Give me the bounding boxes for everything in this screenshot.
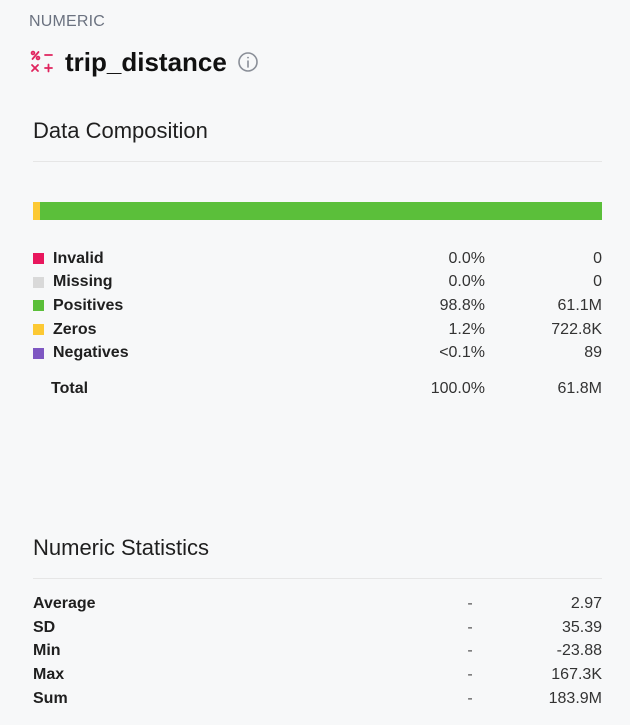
composition-bar [33, 202, 602, 220]
stat-label: Sum [33, 689, 68, 707]
legend-count: 722.8K [551, 320, 602, 338]
stat-placeholder: - [467, 594, 473, 612]
column-header: trip_distance [29, 44, 259, 80]
stat-placeholder: - [467, 689, 473, 707]
numeric-operators-icon [29, 49, 55, 75]
legend-swatch [33, 300, 44, 312]
stat-placeholder: - [467, 618, 473, 636]
numeric-statistics-table: Average - 2.97 SD - 35.39 Min - -23.88 Max - 167.3K… [33, 592, 602, 710]
legend-label: Negatives [53, 344, 129, 362]
legend-percent: <0.1% [439, 344, 485, 362]
legend-row-total: Total 100.0% 61.8M [33, 377, 602, 401]
column-type-label: NUMERIC [29, 13, 106, 30]
legend-percent: 98.8% [439, 296, 485, 314]
stat-value: -23.88 [556, 642, 602, 660]
legend-label: Positives [53, 296, 124, 314]
stat-value: 183.9M [548, 689, 602, 707]
total-count: 61.8M [557, 379, 602, 397]
stat-value: 2.97 [570, 594, 602, 612]
stat-value: 167.3K [551, 665, 602, 683]
legend-row-negatives: Negatives <0.1% 89 [33, 341, 602, 365]
legend-swatch [33, 276, 44, 288]
stat-label: SD [33, 618, 56, 636]
numeric-statistics-title: Numeric Statistics [33, 535, 210, 560]
stat-label: Max [33, 665, 65, 683]
stat-row-sd: SD - 35.39 [33, 616, 602, 640]
legend-count: 89 [584, 344, 602, 362]
legend-swatch [33, 347, 44, 359]
stat-row-max: Max - 167.3K [33, 663, 602, 687]
stat-row-average: Average - 2.97 [33, 592, 602, 616]
legend-swatch [33, 324, 44, 336]
legend-count: 0 [593, 273, 602, 291]
stat-placeholder: - [467, 665, 473, 683]
legend-swatch [33, 253, 44, 265]
legend-row-invalid: Invalid 0.0% 0 [33, 247, 602, 271]
legend-row-missing: Missing 0.0% 0 [33, 271, 602, 295]
legend-percent: 0.0% [448, 249, 485, 267]
stat-value: 35.39 [561, 618, 602, 636]
total-label: Total [51, 379, 89, 397]
legend-count: 61.1M [557, 296, 602, 314]
bar-segment-positives[interactable] [39, 202, 602, 220]
stat-label: Average [33, 594, 96, 612]
section-divider [33, 578, 602, 579]
column-title: trip_distance [65, 46, 227, 77]
bar-segment-zeros[interactable] [33, 202, 40, 220]
stat-placeholder: - [467, 642, 473, 660]
legend-row-zeros: Zeros 1.2% 722.8K [33, 318, 602, 342]
total-percent: 100.0% [430, 379, 485, 397]
stat-row-min: Min - -23.88 [33, 639, 602, 663]
composition-legend: Invalid 0.0% 0 Missing 0.0% 0 Positives 98.8% 61… [33, 247, 602, 401]
legend-count: 0 [593, 249, 602, 267]
info-icon[interactable] [237, 51, 259, 73]
stat-label: Min [33, 642, 61, 660]
legend-label: Invalid [53, 249, 104, 267]
legend-label: Missing [53, 273, 113, 291]
legend-percent: 0.0% [448, 273, 485, 291]
stat-row-sum: Sum - 183.9M [33, 687, 602, 711]
section-divider [33, 161, 602, 162]
legend-row-positives: Positives 98.8% 61.1M [33, 294, 602, 318]
data-composition-title: Data Composition [33, 118, 208, 143]
legend-percent: 1.2% [448, 320, 485, 338]
legend-label: Zeros [53, 320, 97, 338]
